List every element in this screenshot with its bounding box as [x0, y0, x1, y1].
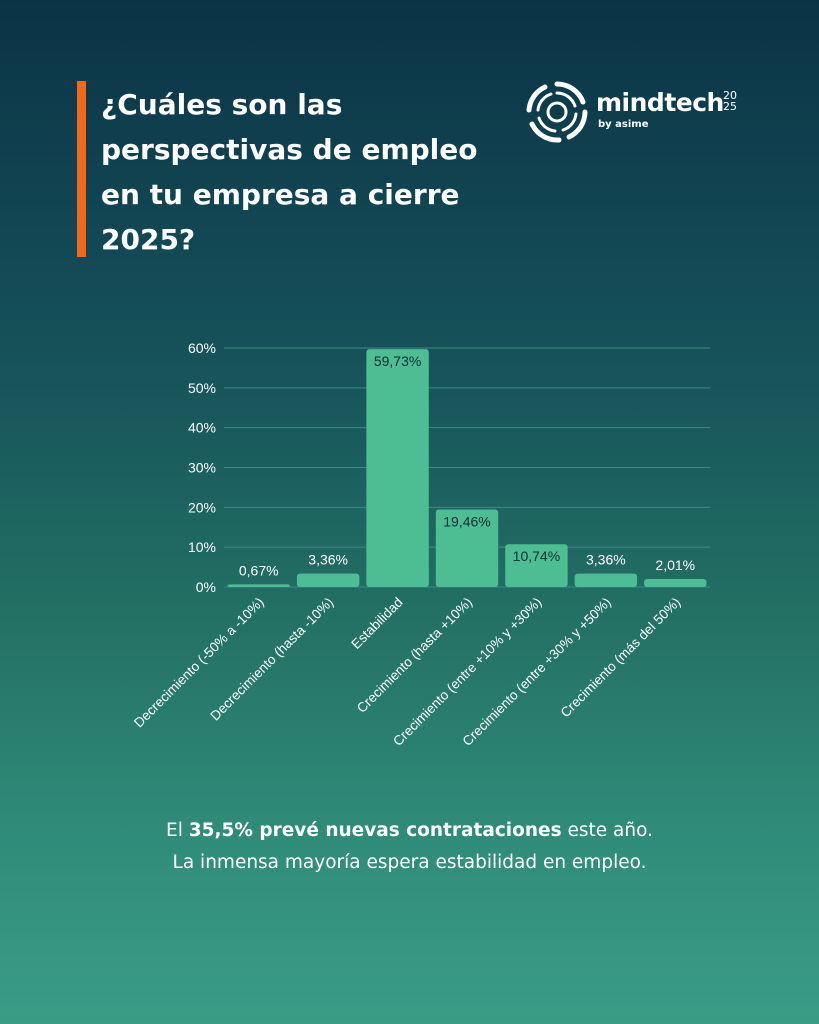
x-category-label: Crecimiento (hasta +10%) [354, 595, 475, 716]
bar-chart: 0% 10% 20% 30% 40% 50% 60% 0,67% Decrecimiento (… [131, 340, 710, 749]
y-tick-label: 10% [188, 539, 216, 555]
logo-subtitle: by asime [598, 119, 649, 130]
data-label: 10,74% [513, 548, 560, 564]
bar [296, 573, 360, 587]
bar [366, 349, 429, 587]
data-label: 3,36% [308, 552, 348, 568]
bar [227, 584, 290, 587]
bar [574, 573, 638, 587]
data-label: 2,01% [655, 557, 695, 573]
y-tick-label: 50% [188, 380, 216, 396]
y-tick-label: 20% [188, 499, 216, 515]
y-tick-label: 30% [188, 460, 216, 476]
y-tick-label: 0% [196, 579, 216, 595]
bar [435, 509, 499, 587]
y-tick-label: 60% [188, 340, 216, 356]
mindtech-logo: mindtech by asime 2025 [525, 80, 755, 146]
logo-mark-icon [526, 81, 588, 143]
data-label: 19,46% [443, 513, 490, 529]
x-category-label: Crecimiento (entre +10% y +30%) [390, 595, 544, 749]
footer-highlight: 35,5% prevé nuevas contrataciones [188, 820, 562, 841]
x-category-label: Decrecimiento (-50% a -10%) [131, 595, 267, 731]
logo-year: 2025 [723, 89, 737, 113]
footer-line-2: La inmensa mayoría espera estabilidad en… [172, 852, 647, 873]
x-category-label: Estabilidad [348, 595, 405, 652]
data-label: 59,73% [374, 353, 421, 369]
title-accent-bar [77, 81, 86, 257]
bar [505, 544, 568, 587]
bar [644, 578, 707, 587]
logo-wordmark: mindtech [596, 88, 724, 117]
footer-line-1: El 35,5% prevé nuevas contrataciones est… [166, 820, 653, 841]
footer-text: El 35,5% prevé nuevas contrataciones est… [0, 815, 819, 879]
x-category-label: Crecimiento (más del 50%) [558, 595, 684, 721]
x-category-label: Crecimiento (entre +30% y +50%) [460, 595, 614, 749]
data-label: 0,67% [239, 562, 279, 578]
data-label: 3,36% [586, 552, 626, 568]
x-category-label: Decrecimiento (hasta -10%) [207, 595, 336, 724]
page-title: ¿Cuáles son las perspectivas de empleo e… [101, 88, 478, 256]
y-tick-label: 40% [188, 420, 216, 436]
